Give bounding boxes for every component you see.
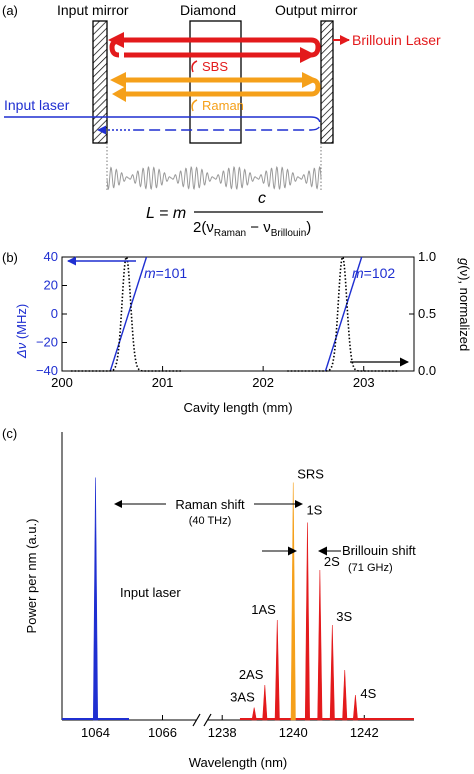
brillouin-arrowhead-left [108,32,124,48]
c-xtick-label: 1240 [279,725,308,740]
input-mirror-label: Input mirror [57,2,129,18]
panel-c-plot: 1064 1066 1238 1240 1242 SRS 3AS 2AS 1AS 1S 2S 3S 4S [62,467,414,740]
peak-label-3as: 3AS [230,690,255,705]
axis-break-mark-2 [203,713,212,727]
panel-b-ylabel-left: Δν (MHz) [14,304,29,359]
peak-3s [329,624,335,721]
panel-c: (c) 1064 1066 1238 1240 1242 SRS 3AS 2AS 1AS 1S 2S… [2,426,416,770]
peak-1as [274,619,280,721]
sbs-label: SBS [202,59,228,74]
m102-label: m=102 [352,265,395,281]
b-ytick-right-label: 0.5 [418,306,436,321]
brillouin-loop [109,37,321,58]
raman-loop [118,77,321,97]
axis-break-mark-1 [192,713,201,727]
raman-arrowhead-left [110,72,126,88]
b-ytick-left-label: 20 [44,278,58,293]
panel-c-label: (c) [2,426,17,441]
peak-label-1s: 1S [306,503,322,518]
panel-c-xlabel: Wavelength (nm) [189,755,288,770]
c-xtick-label: 1064 [81,725,110,740]
equation-denominator: 2(νRaman − νBrillouin) [193,219,311,239]
b-gain-curve-1 [71,255,182,372]
c-xtick-label: 1066 [148,725,177,740]
b-xtick-label: 201 [152,375,174,390]
cavity-length-equation: L = m c 2(νRaman − νBrillouin) [146,190,323,239]
input-mirror [92,20,108,144]
output-mirror [320,20,334,144]
b-ytick-left-label: 40 [44,249,58,264]
peak-2as [262,684,268,721]
peak-label-2as: 2AS [239,667,264,682]
b-ytick-right-label: 1.0 [418,249,436,264]
c-xtick-label: 1238 [208,725,237,740]
raman-shift-value: (40 THz) [189,515,232,527]
raman-shift-arrowhead-right [295,500,303,508]
panel-b-label: (b) [2,250,18,265]
peak-unlabeled [342,669,348,721]
b-ytick-right-label: 0.0 [418,363,436,378]
input-laser-label: Input laser [4,97,70,113]
peak-srs [290,482,296,721]
equation-numerator: c [258,190,266,207]
b-ytick-left-label: 0 [51,306,58,321]
peak-3as [251,707,257,721]
panel-a: (a) Input mirror Diamond Output mirror B… [2,2,441,239]
raman-curved-arrow [191,99,198,112]
b-xtick-label: 200 [51,375,73,390]
peak-4s [352,694,358,721]
raman-shift-label-bg [166,496,254,512]
standing-wave [106,166,322,190]
m101-label: m=101 [144,265,187,281]
raman-arrowhead-left-bottom [112,86,126,102]
brillouin-arrowhead-right [300,47,316,63]
sbs-curved-arrow [191,60,198,73]
panel-a-label: (a) [2,3,18,18]
raman-arrowhead-right [302,72,318,88]
b-ytick-left-label: −20 [36,335,58,350]
b-xtick-label: 202 [252,375,274,390]
c-xtick-label: 1242 [350,725,379,740]
input-laser-return-dashed [130,116,321,131]
peak-label-1as: 1AS [251,602,276,617]
raman-shift-arrowhead-left [114,500,122,508]
b-xtick-label: 203 [353,375,375,390]
input-laser-peak-label: Input laser [120,585,181,600]
peak-label-2s: 2S [324,554,340,569]
panel-b-xlabel: Cavity length (mm) [183,400,292,415]
panel-b-ylabel-right: g(ν), normalized [457,258,472,351]
peak-input-laser [92,477,99,721]
raman-label: Raman [202,98,244,113]
brillouin-shift-label: Brillouin shift [342,543,416,558]
brillouin-laser-label: Brillouin Laser [352,32,441,48]
peak-2s [317,569,323,721]
peak-label-srs: SRS [297,467,324,482]
peak-label-3s: 3S [336,609,352,624]
panel-c-ylabel: Power per nm (a.u.) [24,519,39,634]
peak-label-4s: 4S [360,686,376,701]
b-gain-curve-2 [287,255,398,372]
b-detuning-line-2 [324,256,363,372]
b-ytick-left-label: −40 [36,363,58,378]
brillouin-shift-value: (71 GHz) [348,562,393,574]
peak-1s [304,522,310,721]
b-detuning-line-1 [109,256,148,372]
equation-lhs: L = m [146,205,186,222]
diamond-label: Diamond [180,2,236,18]
output-mirror-label: Output mirror [275,2,358,18]
raman-shift-label: Raman shift [175,497,245,512]
